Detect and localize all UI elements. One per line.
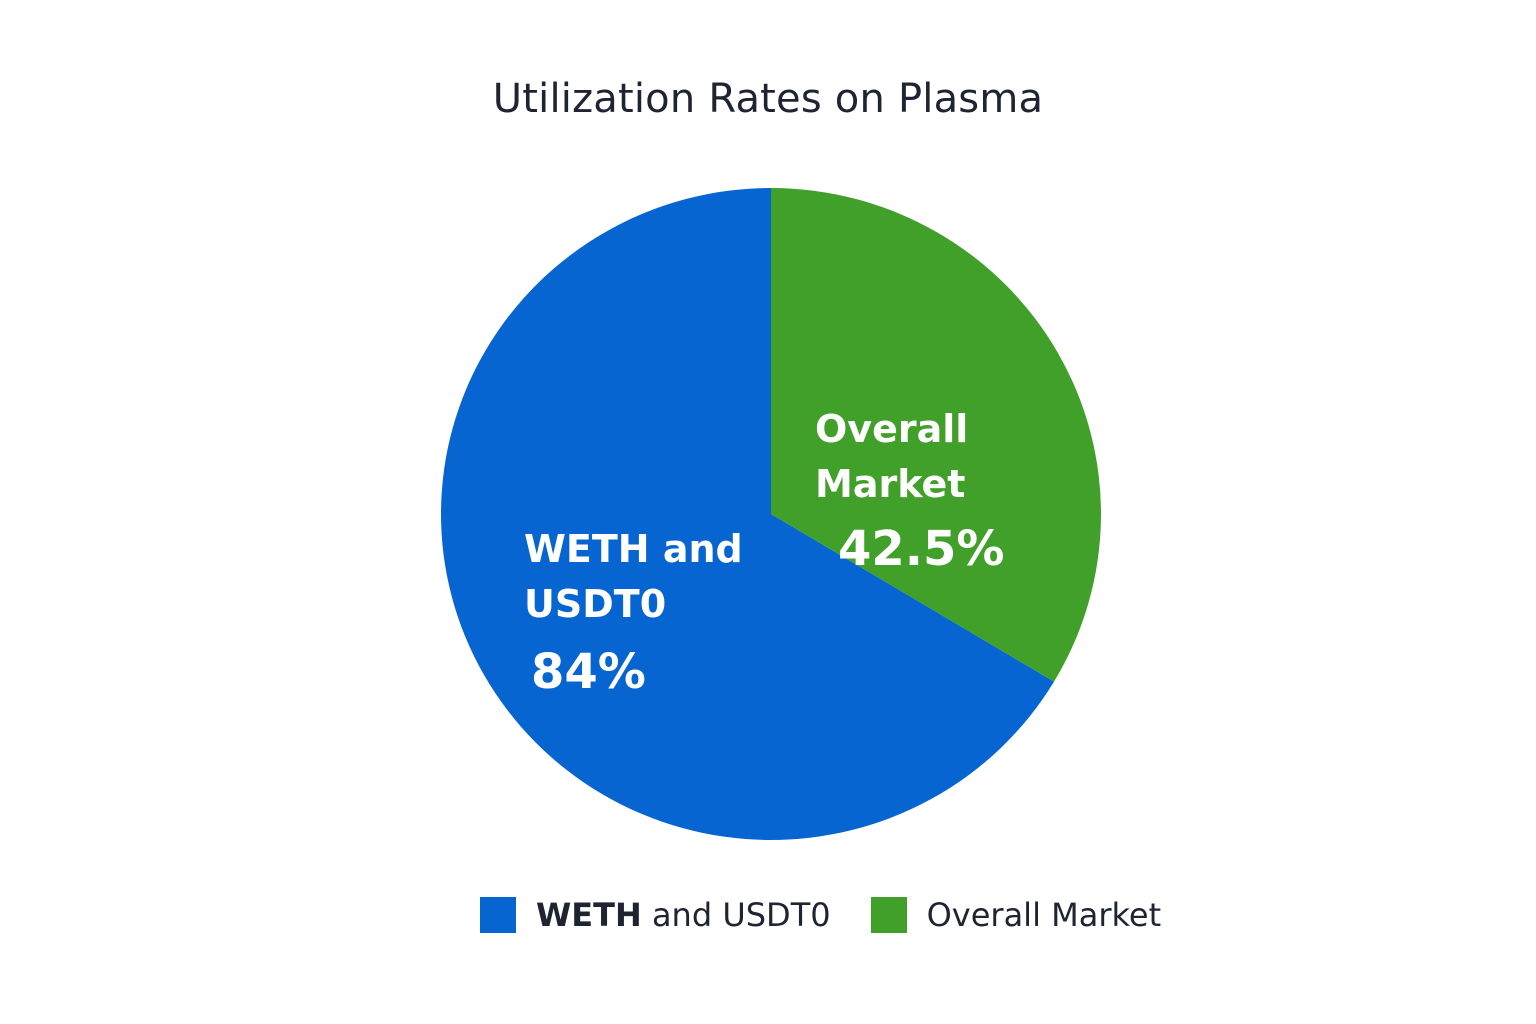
chart-title: Utilization Rates on Plasma <box>492 76 1044 122</box>
legend-label-weth-usdt0-bold: WETH <box>536 896 642 934</box>
legend-label-weth-usdt0: WETH and USDT0 <box>536 896 831 934</box>
slice-value-weth-usdt0: 84% <box>531 644 646 700</box>
slice-label-overall-market-line1: Overall <box>815 407 968 451</box>
slice-value-overall-market: 42.5% <box>838 521 1005 577</box>
slice-label-weth-usdt0-line1: WETH and <box>524 527 743 571</box>
pie-slice-overall-market <box>771 188 1101 682</box>
slice-label-overall-market-line2: Market <box>815 462 965 506</box>
slice-label-weth-usdt0-line2: USDT0 <box>524 582 666 626</box>
legend-swatch-weth-usdt0 <box>480 897 516 933</box>
legend-item-weth-usdt0: WETH and USDT0 <box>480 896 831 934</box>
legend-label-weth-usdt0-rest: and USDT0 <box>641 896 831 934</box>
legend-item-overall-market: Overall Market <box>870 896 1162 934</box>
legend-label-overall-market: Overall Market <box>926 896 1162 934</box>
legend: WETH and USDT0 Overall Market <box>480 893 1201 937</box>
pie-slice-weth-usdt0 <box>441 188 1055 840</box>
legend-swatch-overall-market <box>870 897 907 933</box>
